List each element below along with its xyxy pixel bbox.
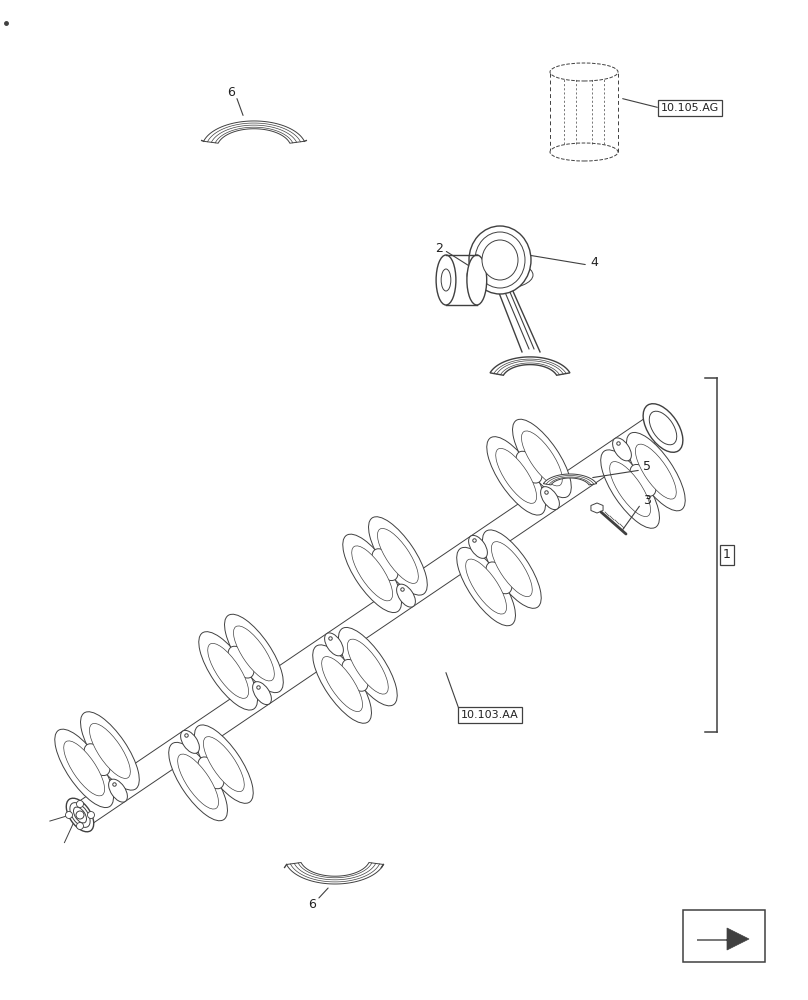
Ellipse shape — [377, 528, 419, 583]
Ellipse shape — [253, 682, 271, 705]
Ellipse shape — [650, 411, 677, 445]
Ellipse shape — [351, 546, 393, 601]
Ellipse shape — [541, 487, 559, 510]
Ellipse shape — [550, 143, 618, 161]
Ellipse shape — [69, 803, 90, 827]
Text: 1: 1 — [723, 548, 731, 562]
Ellipse shape — [457, 547, 516, 626]
Text: 2: 2 — [435, 241, 443, 254]
Polygon shape — [697, 928, 749, 950]
FancyBboxPatch shape — [683, 910, 765, 962]
Text: 6: 6 — [227, 86, 235, 99]
Ellipse shape — [313, 645, 372, 723]
Text: 10.105.AG: 10.105.AG — [661, 103, 719, 113]
Ellipse shape — [467, 261, 533, 289]
Ellipse shape — [169, 742, 228, 821]
Ellipse shape — [325, 633, 343, 656]
Ellipse shape — [368, 517, 427, 595]
Text: 10.103.AA: 10.103.AA — [461, 710, 519, 720]
Ellipse shape — [195, 725, 253, 803]
Ellipse shape — [491, 542, 532, 597]
Ellipse shape — [204, 737, 244, 792]
Ellipse shape — [496, 448, 537, 503]
Polygon shape — [591, 503, 603, 513]
Ellipse shape — [482, 240, 518, 280]
Ellipse shape — [486, 437, 545, 515]
Ellipse shape — [343, 534, 402, 613]
Ellipse shape — [482, 530, 541, 608]
Ellipse shape — [322, 657, 363, 712]
Ellipse shape — [486, 562, 512, 594]
Ellipse shape — [436, 255, 456, 305]
Ellipse shape — [516, 451, 542, 483]
Polygon shape — [287, 863, 384, 884]
Ellipse shape — [74, 807, 86, 823]
Ellipse shape — [610, 462, 650, 517]
Ellipse shape — [208, 643, 249, 698]
Polygon shape — [543, 474, 596, 485]
Circle shape — [65, 812, 73, 818]
Ellipse shape — [225, 614, 284, 693]
Ellipse shape — [469, 226, 531, 294]
Circle shape — [87, 812, 95, 818]
Ellipse shape — [55, 729, 114, 808]
Ellipse shape — [465, 559, 507, 614]
Ellipse shape — [199, 632, 258, 710]
Ellipse shape — [550, 63, 618, 81]
Ellipse shape — [90, 723, 130, 778]
Ellipse shape — [181, 730, 200, 753]
Circle shape — [77, 822, 83, 830]
Circle shape — [77, 800, 83, 808]
Ellipse shape — [475, 232, 525, 288]
Ellipse shape — [342, 659, 368, 691]
Polygon shape — [204, 121, 305, 143]
Ellipse shape — [339, 627, 398, 706]
Ellipse shape — [626, 432, 685, 511]
Ellipse shape — [64, 741, 104, 796]
Circle shape — [76, 811, 84, 819]
Polygon shape — [490, 357, 570, 375]
Ellipse shape — [347, 639, 389, 694]
Ellipse shape — [108, 779, 128, 802]
Ellipse shape — [372, 549, 398, 581]
Ellipse shape — [467, 255, 486, 305]
Text: 4: 4 — [590, 255, 598, 268]
Polygon shape — [494, 280, 540, 352]
Ellipse shape — [612, 438, 631, 461]
Ellipse shape — [66, 798, 94, 832]
Text: 5: 5 — [643, 460, 651, 473]
Ellipse shape — [81, 712, 139, 790]
Ellipse shape — [178, 754, 218, 809]
Ellipse shape — [635, 444, 676, 499]
Ellipse shape — [512, 419, 571, 498]
Ellipse shape — [469, 535, 487, 558]
Ellipse shape — [198, 757, 224, 789]
Ellipse shape — [643, 404, 683, 452]
Ellipse shape — [228, 646, 254, 678]
Ellipse shape — [234, 626, 275, 681]
Text: 6: 6 — [308, 898, 316, 910]
Ellipse shape — [630, 464, 656, 496]
Ellipse shape — [441, 269, 451, 291]
Ellipse shape — [84, 744, 110, 776]
Text: 3: 3 — [643, 493, 651, 506]
Ellipse shape — [397, 584, 415, 607]
Ellipse shape — [521, 431, 562, 486]
Ellipse shape — [600, 450, 659, 528]
